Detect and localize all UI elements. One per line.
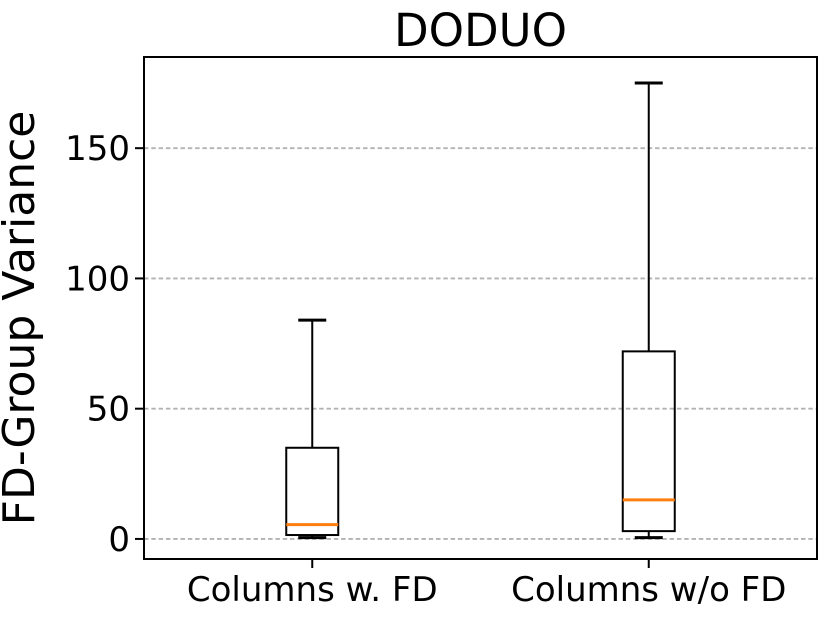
chart-layer: 0 50 100 150 Columns w. FD Columns w/o FD xyxy=(65,56,818,610)
y-tick-label: 50 xyxy=(87,390,130,430)
box xyxy=(285,446,340,537)
chart-title: DODUO xyxy=(394,4,567,57)
x-tick-label: Columns w/o FD xyxy=(511,570,786,610)
x-tick-label: Columns w. FD xyxy=(187,570,438,610)
y-tick-label: 0 xyxy=(108,520,130,560)
plot-border xyxy=(143,56,818,560)
y-axis-label: FD-Group Variance xyxy=(0,111,45,526)
y-tick-label: 150 xyxy=(65,129,130,169)
box xyxy=(621,350,676,533)
y-tick-label: 100 xyxy=(65,259,130,299)
